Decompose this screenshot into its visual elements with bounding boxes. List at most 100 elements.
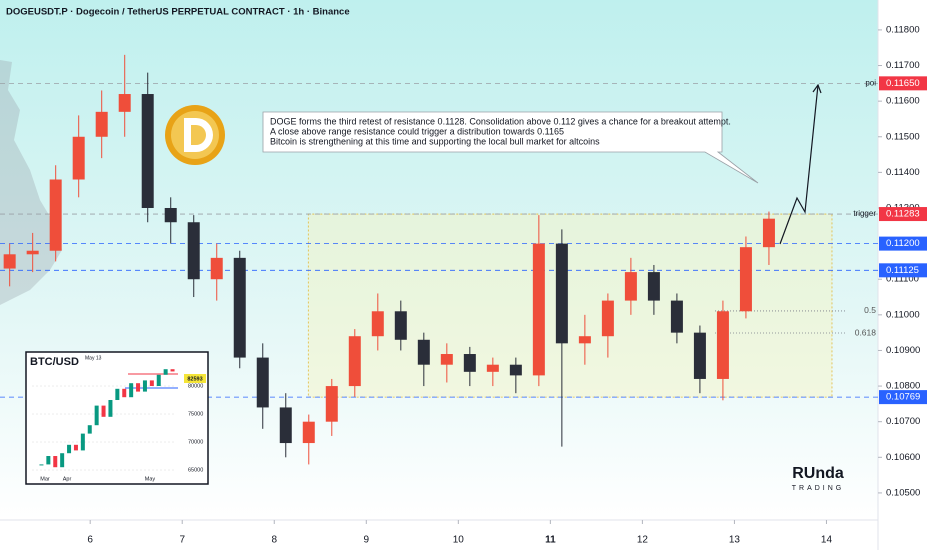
y-tick-label: 0.10800 — [886, 381, 920, 392]
price-tag-label: 0.11283 — [886, 209, 920, 220]
candle-body — [279, 407, 292, 444]
inset-candle — [60, 453, 65, 468]
inset-x-label: Apr — [63, 476, 72, 482]
y-tick-label: 0.11700 — [886, 60, 920, 71]
inset-x-label: May — [145, 476, 156, 482]
inset-candle — [94, 405, 99, 426]
level-tag: poi — [865, 78, 876, 87]
annotation-text: A close above range resistance could tri… — [270, 126, 564, 136]
inset-x-label: Mar — [40, 476, 50, 482]
candle-body — [647, 272, 660, 301]
candle-body — [72, 136, 85, 180]
y-tick-label: 0.10700 — [886, 416, 920, 427]
candle-body — [486, 364, 499, 372]
x-tick-label: 12 — [637, 535, 649, 546]
candle-body — [532, 243, 545, 376]
annotation-text: DOGE forms the third retest of resistanc… — [270, 116, 731, 126]
watermark: RUnda — [792, 465, 844, 482]
candle-body — [187, 222, 200, 280]
price-tag — [879, 236, 927, 251]
candle-body — [739, 247, 752, 312]
x-tick-label: 7 — [179, 535, 185, 546]
chart-title: DOGEUSDT.P · Dogecoin / TetherUS PERPETU… — [6, 7, 350, 18]
candle-body — [693, 332, 706, 379]
candle-body — [670, 300, 683, 333]
projection-path — [779, 84, 819, 245]
candle-body — [509, 364, 522, 376]
price-tag — [879, 390, 927, 405]
y-tick-label: 0.10900 — [886, 345, 920, 356]
range-zone — [307, 213, 833, 398]
inset-candle — [149, 380, 154, 387]
inset-candle — [156, 374, 161, 387]
price-tag-label: 0.11125 — [886, 265, 919, 276]
x-tick-label: 11 — [545, 535, 556, 546]
price-tag-label: 0.10769 — [886, 392, 920, 403]
candle-body — [440, 354, 453, 365]
price-tag-label: 0.11650 — [886, 78, 920, 89]
inset-price-label: 82593 — [187, 376, 202, 382]
candle-body — [394, 311, 407, 340]
x-tick-label: 8 — [271, 535, 277, 546]
inset-tick-label: 65000 — [188, 467, 203, 473]
inset-candle — [46, 456, 51, 465]
candle-body — [463, 354, 476, 372]
y-tick-label: 0.11800 — [886, 24, 920, 35]
annotation-bubble — [262, 111, 759, 184]
dogecoin-logo — [165, 105, 225, 165]
inset-candle — [129, 383, 134, 398]
inset-candle — [136, 383, 141, 392]
y-tick-label: 0.11000 — [886, 309, 920, 320]
candle-body — [233, 257, 246, 358]
candle-body — [49, 179, 62, 251]
candle-body — [164, 207, 177, 223]
price-tag — [879, 76, 927, 91]
inset-candle — [73, 444, 78, 451]
price-tag — [879, 263, 927, 278]
inset-tick-label: 80000 — [188, 383, 203, 389]
candle-body — [371, 311, 384, 337]
candle-body — [624, 272, 637, 301]
inset-candle — [101, 405, 106, 417]
inset-date-label: May 13 — [85, 355, 102, 361]
inset-candle — [87, 425, 92, 434]
x-tick-label: 13 — [729, 535, 741, 546]
inset-candle — [53, 456, 58, 468]
fib-label: 0.5 — [864, 305, 876, 315]
candle-body — [256, 357, 269, 408]
inset-candle — [115, 388, 120, 401]
candle-body — [762, 218, 775, 248]
candle-body — [348, 336, 361, 387]
y-tick-label: 0.11400 — [886, 167, 920, 178]
candle-body — [210, 257, 223, 280]
candle-body — [417, 339, 430, 365]
annotation-text: Bitcoin is strengthening at this time an… — [270, 136, 600, 146]
candle-body — [555, 243, 568, 344]
x-tick-label: 10 — [453, 535, 465, 546]
candle-body — [118, 94, 131, 112]
inset-candle — [170, 369, 175, 372]
candle-body — [716, 311, 729, 379]
inset-candle — [163, 369, 168, 375]
x-tick-label: 9 — [364, 535, 370, 546]
y-tick-label: 0.11500 — [886, 131, 920, 142]
watermark: TRADING — [792, 485, 845, 492]
inset-candle — [67, 444, 72, 454]
candle-body — [578, 336, 591, 344]
candle-body — [601, 300, 614, 337]
btc-inset — [25, 351, 209, 485]
inset-title: BTC/USD — [30, 356, 79, 368]
inset-candle — [142, 380, 147, 392]
candle-body — [26, 250, 39, 255]
y-tick-label: 0.11100 — [886, 274, 919, 285]
y-tick-label: 0.11600 — [886, 96, 920, 107]
inset-tick-label: 75000 — [188, 411, 203, 417]
inset-candle — [108, 400, 113, 417]
candle-body — [325, 386, 338, 422]
candle-body — [3, 254, 16, 269]
projection-arrowhead — [812, 83, 822, 94]
price-tag-label: 0.11200 — [886, 238, 920, 249]
candle-body — [95, 111, 108, 137]
fib-label: 0.618 — [855, 327, 877, 337]
